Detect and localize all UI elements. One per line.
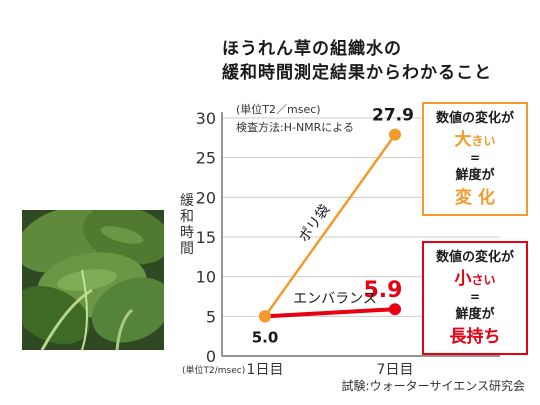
y-tick-label: 15	[196, 228, 216, 247]
callout-emphasis-text: 小さい	[454, 269, 495, 289]
y-tick-label: 25	[196, 149, 216, 168]
callout-text: 鮮度が	[455, 306, 494, 322]
callout-text: 数値の変化が	[436, 249, 514, 265]
end-value-label: 5.9	[364, 278, 403, 303]
callout-emphasis-suffix: きい	[471, 134, 495, 148]
y-tick-label: 20	[196, 188, 216, 207]
unit-note: (単位T2／msec)	[236, 102, 321, 116]
y-tick-label: 0	[206, 347, 216, 366]
spinach-leaves-icon	[22, 210, 164, 350]
method-note: 検査方法:H-NMRによる	[236, 120, 354, 134]
y-tick-label: 30	[196, 109, 216, 128]
spinach-photo	[22, 210, 164, 350]
y-tick-label: 10	[196, 268, 216, 287]
callout-emphasis-suffix: さい	[471, 273, 495, 287]
callout-text: =	[470, 151, 480, 165]
series-line	[263, 133, 397, 318]
y-axis-label-char: 和	[180, 209, 194, 225]
y-axis-label-char: 時	[180, 225, 194, 241]
callout-text: 鮮度が	[455, 167, 494, 183]
callout-text: =	[470, 290, 480, 304]
series-line	[264, 307, 396, 319]
source-note: 試験:ウォーターサイエンス研究会	[342, 378, 525, 393]
callout-box	[422, 102, 528, 216]
y-axis-label-char: 間	[180, 241, 194, 257]
data-point	[389, 303, 401, 316]
chart-title-line-1: ほうれん草の組織水の	[222, 39, 402, 59]
data-point	[389, 128, 401, 141]
callout-emphasis-text: 大きい	[454, 129, 495, 150]
x-tick-label: 1日目	[247, 362, 284, 378]
y-axis-label-char: 緩	[180, 193, 194, 209]
chart-title-line-2: 緩和時間測定結果からわかること	[222, 63, 492, 83]
data-point	[259, 310, 271, 323]
series-name-label: エンバランス	[293, 291, 377, 307]
callout-emphasis-text: 変 化	[455, 187, 495, 208]
callout-text: 数値の変化が	[436, 110, 514, 126]
x-tick-label: 7日目	[377, 362, 414, 378]
y-tick-label: 5	[206, 307, 216, 326]
series-name-label: ポリ袋	[296, 202, 333, 245]
axis-unit-label: (単位T2/msec)	[182, 364, 245, 376]
callout-box	[422, 241, 528, 355]
callout-emphasis-text: 長持ち	[450, 326, 501, 347]
end-value-label: 27.9	[372, 106, 414, 126]
start-value-label: 5.0	[252, 328, 279, 346]
